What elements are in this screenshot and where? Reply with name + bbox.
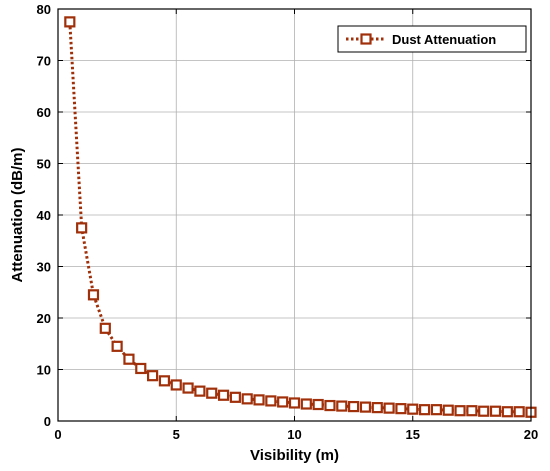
data-point-marker (300, 398, 312, 410)
data-point-marker (229, 391, 241, 403)
data-point-marker (241, 393, 253, 405)
data-point-marker (64, 16, 76, 28)
data-point-marker (158, 375, 171, 387)
data-point-marker (217, 389, 230, 401)
data-point-marker (170, 379, 182, 391)
data-point-marker (76, 222, 88, 234)
legend-label: Dust Attenuation (392, 32, 496, 47)
data-point-marker (194, 385, 206, 397)
legend: Dust Attenuation (337, 25, 527, 53)
y-tick-label: 70 (37, 54, 51, 69)
data-point-marker (407, 403, 419, 415)
data-point-marker (383, 402, 395, 414)
data-point-marker (135, 362, 147, 375)
data-point-marker (513, 406, 525, 418)
data-point-marker (312, 398, 324, 411)
data-point-marker (265, 395, 277, 407)
data-point-marker (418, 404, 431, 416)
series-layer (64, 16, 537, 418)
legend-box (337, 25, 527, 53)
data-point-marker (371, 402, 383, 414)
x-tick-label: 15 (406, 427, 420, 442)
y-tick-label: 60 (37, 105, 51, 120)
x-tick-label: 20 (524, 427, 538, 442)
data-point-marker (253, 394, 265, 406)
x-tick-label: 10 (287, 427, 301, 442)
data-point-marker (288, 397, 301, 409)
y-tick-label: 30 (37, 260, 51, 275)
data-point-marker (324, 399, 336, 412)
series-line (68, 21, 532, 414)
x-tick-label: 5 (173, 427, 180, 442)
data-point-marker (489, 405, 502, 417)
data-point-marker (111, 340, 123, 352)
y-tick-label: 80 (37, 2, 51, 17)
ticks: 0 5 10 15 20 0 10 20 30 40 50 60 70 80 (37, 2, 539, 442)
data-point-marker (501, 406, 513, 418)
data-point-marker (147, 370, 159, 382)
data-point-marker (466, 405, 478, 417)
data-point-marker (348, 400, 360, 413)
data-point-marker (99, 322, 111, 334)
y-tick-label: 40 (37, 208, 51, 223)
data-point-marker (336, 400, 348, 412)
y-axis-title: Attenuation (dB/m) (9, 148, 26, 283)
data-point-marker (430, 404, 442, 416)
y-tick-label: 20 (37, 311, 51, 326)
legend-marker-sample (360, 33, 372, 45)
y-tick-label: 0 (44, 414, 51, 429)
y-tick-label: 10 (37, 363, 51, 378)
data-point-marker (395, 403, 407, 415)
data-point-marker (478, 405, 490, 417)
data-point-marker (359, 401, 372, 413)
x-axis-title: Visibility (m) (250, 447, 339, 464)
y-tick-label: 50 (37, 157, 51, 172)
data-point-marker (87, 289, 100, 301)
data-point-marker (454, 405, 466, 417)
data-point-marker (442, 404, 454, 416)
data-point-marker (206, 387, 218, 399)
x-tick-label: 0 (54, 427, 61, 442)
data-point-marker (277, 396, 289, 408)
data-point-marker (182, 382, 194, 394)
data-point-marker (123, 353, 135, 365)
